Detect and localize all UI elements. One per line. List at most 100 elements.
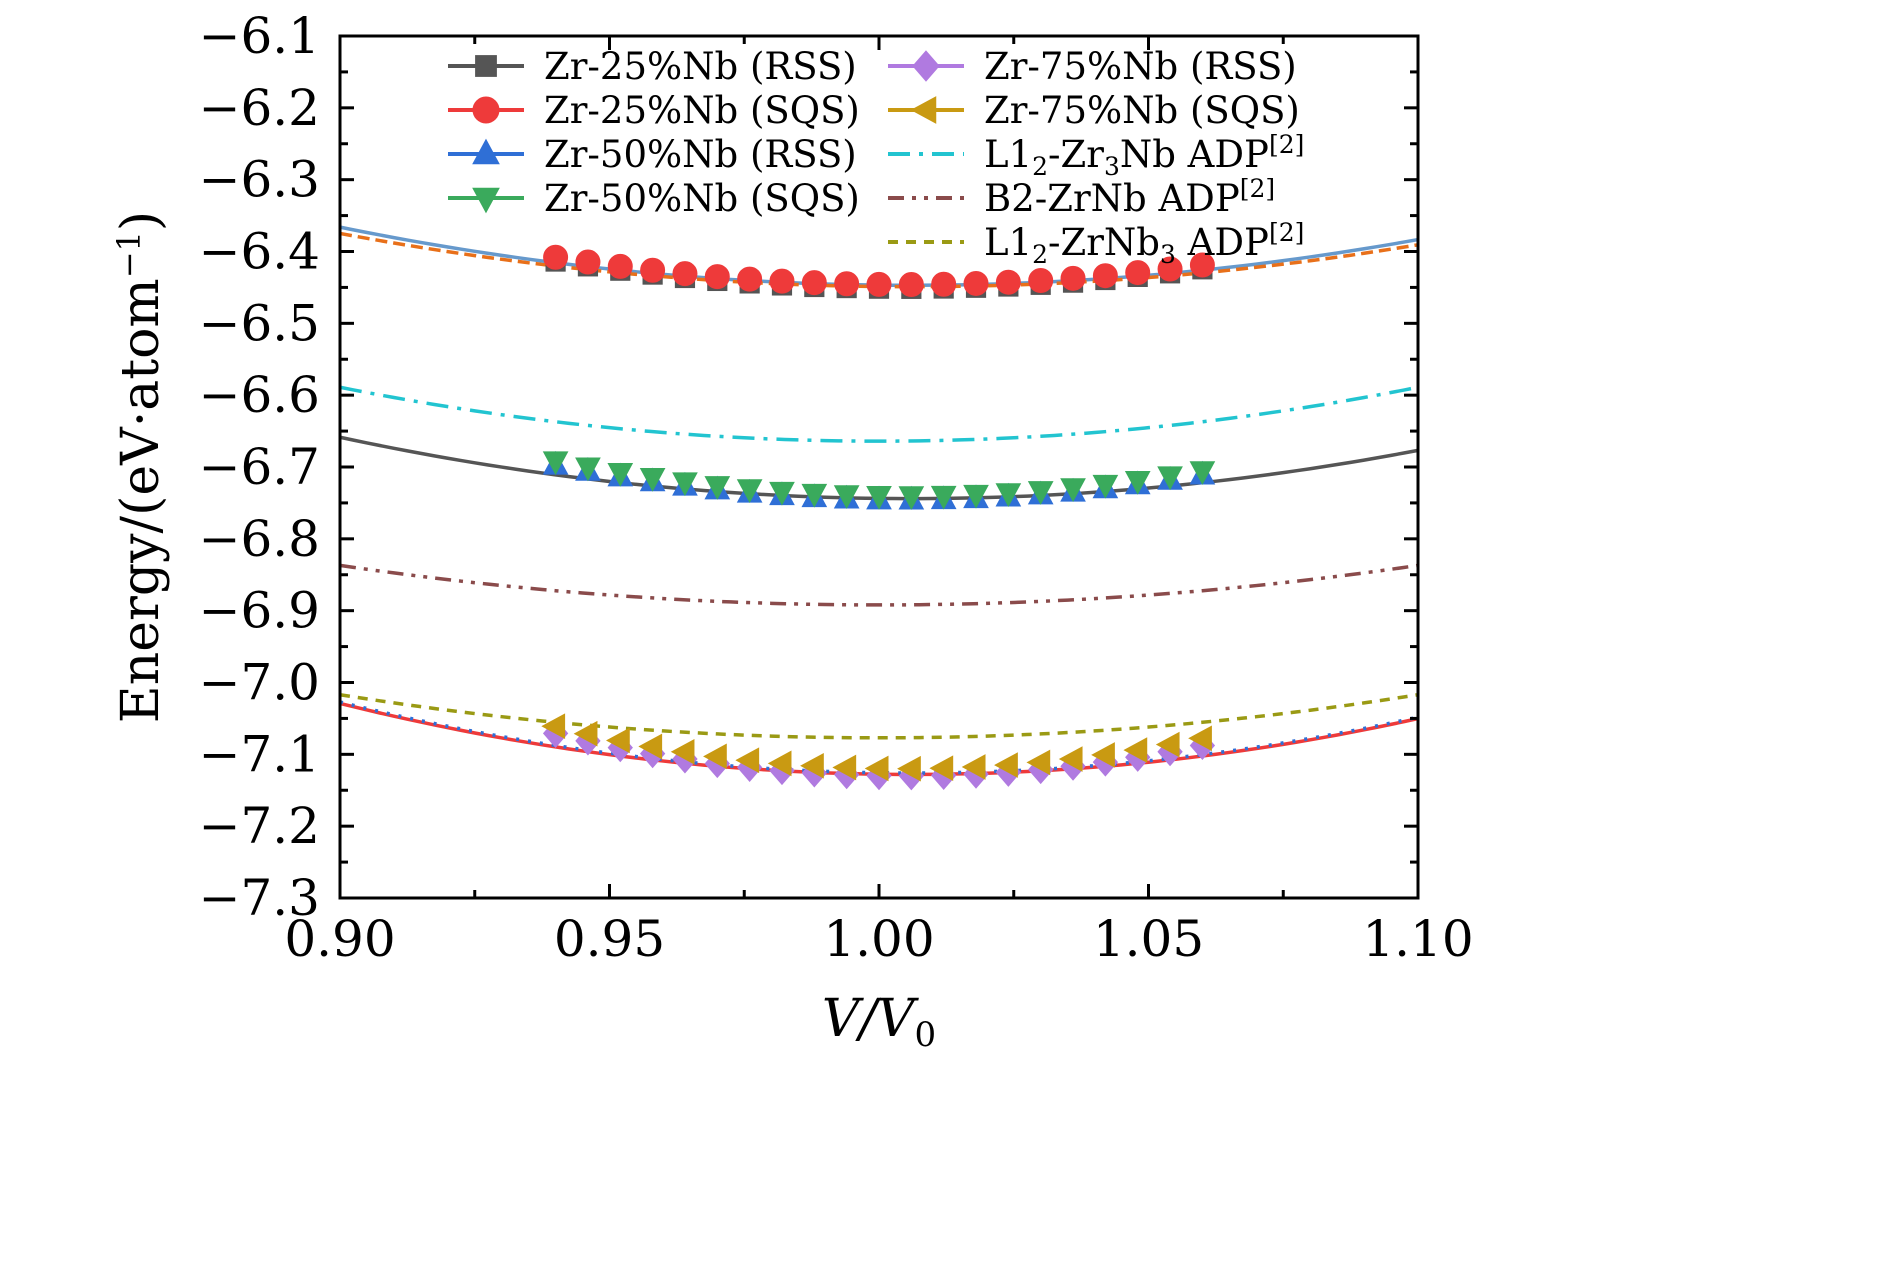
data-point bbox=[769, 481, 795, 506]
reference-curve bbox=[339, 385, 1419, 443]
data-point bbox=[910, 96, 937, 124]
y-axis-title-main: Energy/(eV·atom bbox=[111, 278, 171, 723]
data-point bbox=[897, 755, 921, 782]
data-point bbox=[931, 271, 957, 297]
data-point bbox=[1155, 731, 1180, 758]
legend-label: Zr-50%Nb (RSS) bbox=[544, 133, 857, 176]
y-tick-label: −7.3 bbox=[199, 869, 320, 927]
data-point bbox=[1091, 742, 1115, 768]
data-point bbox=[963, 484, 989, 509]
data-point bbox=[1123, 737, 1148, 763]
data-point bbox=[735, 747, 760, 774]
y-axis-title: Energy/(eV·atom−1) bbox=[110, 211, 171, 723]
data-point bbox=[472, 138, 500, 165]
data-point bbox=[1058, 746, 1083, 772]
data-point bbox=[800, 752, 824, 779]
x-axis-title-main: V/V bbox=[822, 989, 919, 1049]
data-point bbox=[737, 266, 763, 292]
data-point bbox=[704, 264, 730, 290]
data-point bbox=[1157, 256, 1183, 282]
legend-label: Zr-25%Nb (RSS) bbox=[544, 45, 857, 88]
data-point bbox=[573, 720, 598, 747]
legend-label: Zr-75%Nb (RSS) bbox=[984, 45, 1297, 88]
data-point bbox=[1124, 470, 1151, 495]
data-point bbox=[995, 269, 1021, 295]
markers-layer bbox=[541, 244, 1216, 791]
data-point bbox=[1092, 474, 1119, 499]
data-point bbox=[1189, 252, 1215, 278]
x-axis-title: V/V0 bbox=[822, 989, 936, 1055]
data-point bbox=[543, 244, 569, 270]
data-point bbox=[898, 272, 924, 298]
legend: Zr-25%Nb (RSS)Zr-25%Nb (SQS)Zr-50%Nb (RS… bbox=[448, 45, 1304, 269]
y-axis-title-sup: −1 bbox=[110, 231, 148, 278]
data-point bbox=[1060, 478, 1086, 503]
data-point bbox=[930, 485, 957, 510]
y-tick-label: −6.4 bbox=[199, 223, 320, 281]
y-tick-label: −6.6 bbox=[199, 366, 320, 424]
data-point bbox=[1028, 268, 1054, 294]
data-point bbox=[542, 451, 569, 476]
data-point bbox=[767, 750, 792, 777]
data-point bbox=[995, 483, 1022, 508]
y-tick-label: −6.3 bbox=[199, 151, 320, 209]
data-point bbox=[1026, 749, 1051, 776]
data-point bbox=[1157, 466, 1183, 491]
data-point bbox=[1060, 265, 1086, 291]
data-point bbox=[833, 485, 860, 509]
data-point bbox=[1092, 263, 1118, 289]
series-markers bbox=[543, 244, 1215, 298]
legend-label: B2-ZrNb ADP[2] bbox=[984, 174, 1275, 220]
data-point bbox=[1189, 461, 1216, 485]
data-point bbox=[912, 50, 940, 82]
data-point bbox=[801, 270, 827, 296]
x-tick-label: 1.00 bbox=[823, 910, 934, 968]
axis-ticks: 0.90 0.95 1.00 1.05 1.10 −6.1 −6.2 −6.3 −6.4 −6.5… bbox=[199, 7, 1474, 968]
x-tick-label: 0.90 bbox=[284, 910, 395, 968]
y-tick-label: −6.2 bbox=[199, 79, 320, 137]
series-markers bbox=[542, 451, 1216, 510]
data-point bbox=[606, 727, 630, 754]
data-point bbox=[929, 755, 954, 782]
data-point bbox=[575, 249, 601, 275]
data-point bbox=[704, 476, 731, 500]
data-point bbox=[961, 754, 986, 780]
x-tick-label: 1.05 bbox=[1093, 910, 1204, 968]
legend-label: Zr-50%Nb (SQS) bbox=[544, 177, 860, 220]
data-point bbox=[670, 738, 695, 765]
y-tick-label: −7.1 bbox=[199, 725, 320, 783]
x-tick-label: 0.95 bbox=[554, 910, 665, 968]
data-point bbox=[703, 743, 727, 770]
data-point bbox=[832, 754, 857, 781]
data-point bbox=[769, 268, 795, 294]
data-point bbox=[898, 486, 925, 510]
y-axis-title-close: ) bbox=[111, 211, 171, 231]
data-point bbox=[607, 253, 633, 279]
data-point bbox=[475, 55, 497, 77]
data-point bbox=[801, 483, 828, 508]
y-tick-label: −7.0 bbox=[199, 654, 320, 712]
y-tick-label: −7.2 bbox=[199, 797, 320, 855]
y-tick-label: −6.8 bbox=[199, 510, 320, 568]
data-point bbox=[607, 463, 634, 487]
series-markers bbox=[541, 713, 1212, 782]
legend-label: Zr-75%Nb (SQS) bbox=[984, 89, 1300, 132]
data-point bbox=[1027, 481, 1054, 505]
data-point bbox=[864, 755, 889, 782]
reference-curve bbox=[339, 692, 1419, 740]
legend-label: L12-Zr3Nb ADP[2] bbox=[984, 130, 1304, 181]
data-point bbox=[639, 467, 666, 492]
data-point bbox=[472, 187, 500, 214]
data-point bbox=[1188, 725, 1212, 752]
data-point bbox=[866, 486, 892, 510]
data-point bbox=[638, 733, 663, 760]
data-point bbox=[963, 270, 989, 296]
data-point bbox=[640, 257, 666, 283]
y-tick-label: −6.7 bbox=[199, 438, 320, 496]
data-point bbox=[994, 752, 1018, 778]
legend-label: L12-ZrNb3 ADP[2] bbox=[984, 218, 1304, 269]
data-point bbox=[672, 472, 698, 497]
data-point bbox=[866, 271, 892, 297]
y-tick-label: −6.9 bbox=[199, 582, 320, 640]
